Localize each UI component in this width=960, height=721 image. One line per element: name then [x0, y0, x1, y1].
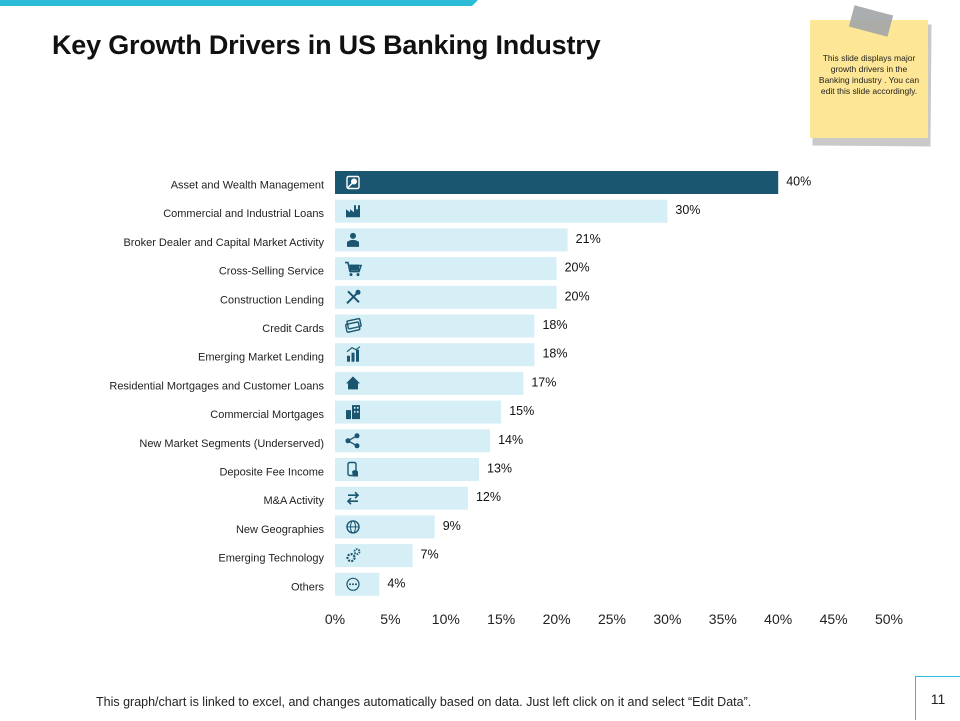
category-label: M&A Activity — [263, 495, 324, 507]
bar-11[interactable] — [335, 458, 480, 481]
bar-4[interactable] — [335, 257, 557, 281]
x-tick-label: 30% — [653, 611, 681, 627]
factory-icon — [346, 205, 360, 218]
data-label: 15% — [509, 404, 534, 418]
bar-13[interactable] — [335, 515, 435, 539]
x-tick-label: 10% — [432, 611, 460, 627]
data-label: 20% — [565, 289, 590, 303]
bar-6[interactable] — [335, 314, 535, 338]
x-tick-label: 50% — [875, 611, 903, 627]
bar-14[interactable] — [335, 544, 413, 568]
data-label: 18% — [542, 318, 567, 332]
category-label: Construction Lending — [220, 294, 324, 306]
category-label: Cross-Selling Service — [219, 266, 324, 278]
bar-3[interactable] — [335, 228, 568, 252]
building-icon — [346, 405, 360, 420]
x-tick-label: 15% — [487, 611, 515, 627]
data-label: 17% — [531, 375, 556, 389]
x-tick-label: 5% — [380, 611, 400, 627]
cart-icon — [345, 261, 363, 277]
growth-drivers-bar-chart[interactable]: Asset and Wealth Management 40% Commercial… — [0, 160, 960, 640]
broker-icon — [347, 232, 359, 247]
data-label: 12% — [476, 490, 501, 504]
category-label: Commercial Mortgages — [210, 409, 324, 421]
category-label: Credit Cards — [262, 323, 324, 335]
bar-5[interactable] — [335, 285, 557, 309]
bar-2[interactable] — [335, 199, 668, 223]
data-label: 21% — [576, 232, 601, 246]
house-icon — [346, 376, 360, 390]
x-tick-label: 45% — [820, 611, 848, 627]
x-tick-label: 0% — [325, 611, 345, 627]
bar-1[interactable] — [335, 171, 779, 194]
tools-icon — [346, 289, 361, 305]
data-label: 9% — [443, 519, 461, 533]
data-label: 14% — [498, 433, 523, 447]
bar-7[interactable] — [335, 343, 535, 367]
more-icon — [346, 577, 360, 591]
arrows-exchange-icon — [346, 491, 360, 505]
x-tick-label: 25% — [598, 611, 626, 627]
category-label: Residential Mortgages and Customer Loans — [109, 380, 324, 392]
data-label: 18% — [542, 347, 567, 361]
data-label: 30% — [675, 203, 700, 217]
data-label: 13% — [487, 462, 512, 476]
category-label: Emerging Market Lending — [198, 352, 324, 364]
data-label: 7% — [421, 548, 439, 562]
top-accent-bar-tip — [472, 0, 478, 6]
page-number-label: 11 — [930, 691, 946, 707]
bar-9[interactable] — [335, 400, 502, 424]
growth-chart-icon — [346, 346, 361, 362]
category-label: Emerging Technology — [218, 553, 324, 565]
category-label: New Geographies — [236, 524, 325, 536]
page-number: 11 — [915, 676, 960, 720]
data-label: 40% — [786, 175, 811, 189]
data-label: 20% — [565, 261, 590, 275]
page-title: Key Growth Drivers in US Banking Industr… — [52, 30, 601, 60]
category-label: Asset and Wealth Management — [171, 180, 324, 192]
category-label: New Market Segments (Underserved) — [139, 438, 324, 450]
network-icon — [345, 433, 360, 449]
x-tick-label: 35% — [709, 611, 737, 627]
globe-icon — [346, 520, 360, 534]
x-tick-label: 40% — [764, 611, 792, 627]
category-label: Others — [291, 581, 325, 593]
sticky-note[interactable]: This slide displays major growth drivers… — [810, 20, 928, 138]
bar-10[interactable] — [335, 429, 491, 453]
bar-8[interactable] — [335, 371, 524, 395]
category-label: Broker Dealer and Capital Market Activit… — [123, 237, 324, 249]
mobile-payment-icon — [347, 461, 358, 477]
chart-footnote: This graph/chart is linked to excel, and… — [96, 695, 752, 709]
sticky-note-text: This slide displays major growth drivers… — [818, 53, 920, 96]
top-accent-bar — [0, 0, 472, 6]
category-label: Deposite Fee Income — [219, 467, 324, 479]
credit-card-icon — [345, 317, 362, 333]
category-label: Commercial and Industrial Loans — [163, 208, 324, 220]
x-tick-label: 20% — [543, 611, 571, 627]
bar-12[interactable] — [335, 486, 468, 510]
data-label: 4% — [387, 576, 405, 590]
wealth-icon — [346, 175, 360, 190]
bar-15[interactable] — [335, 572, 380, 596]
